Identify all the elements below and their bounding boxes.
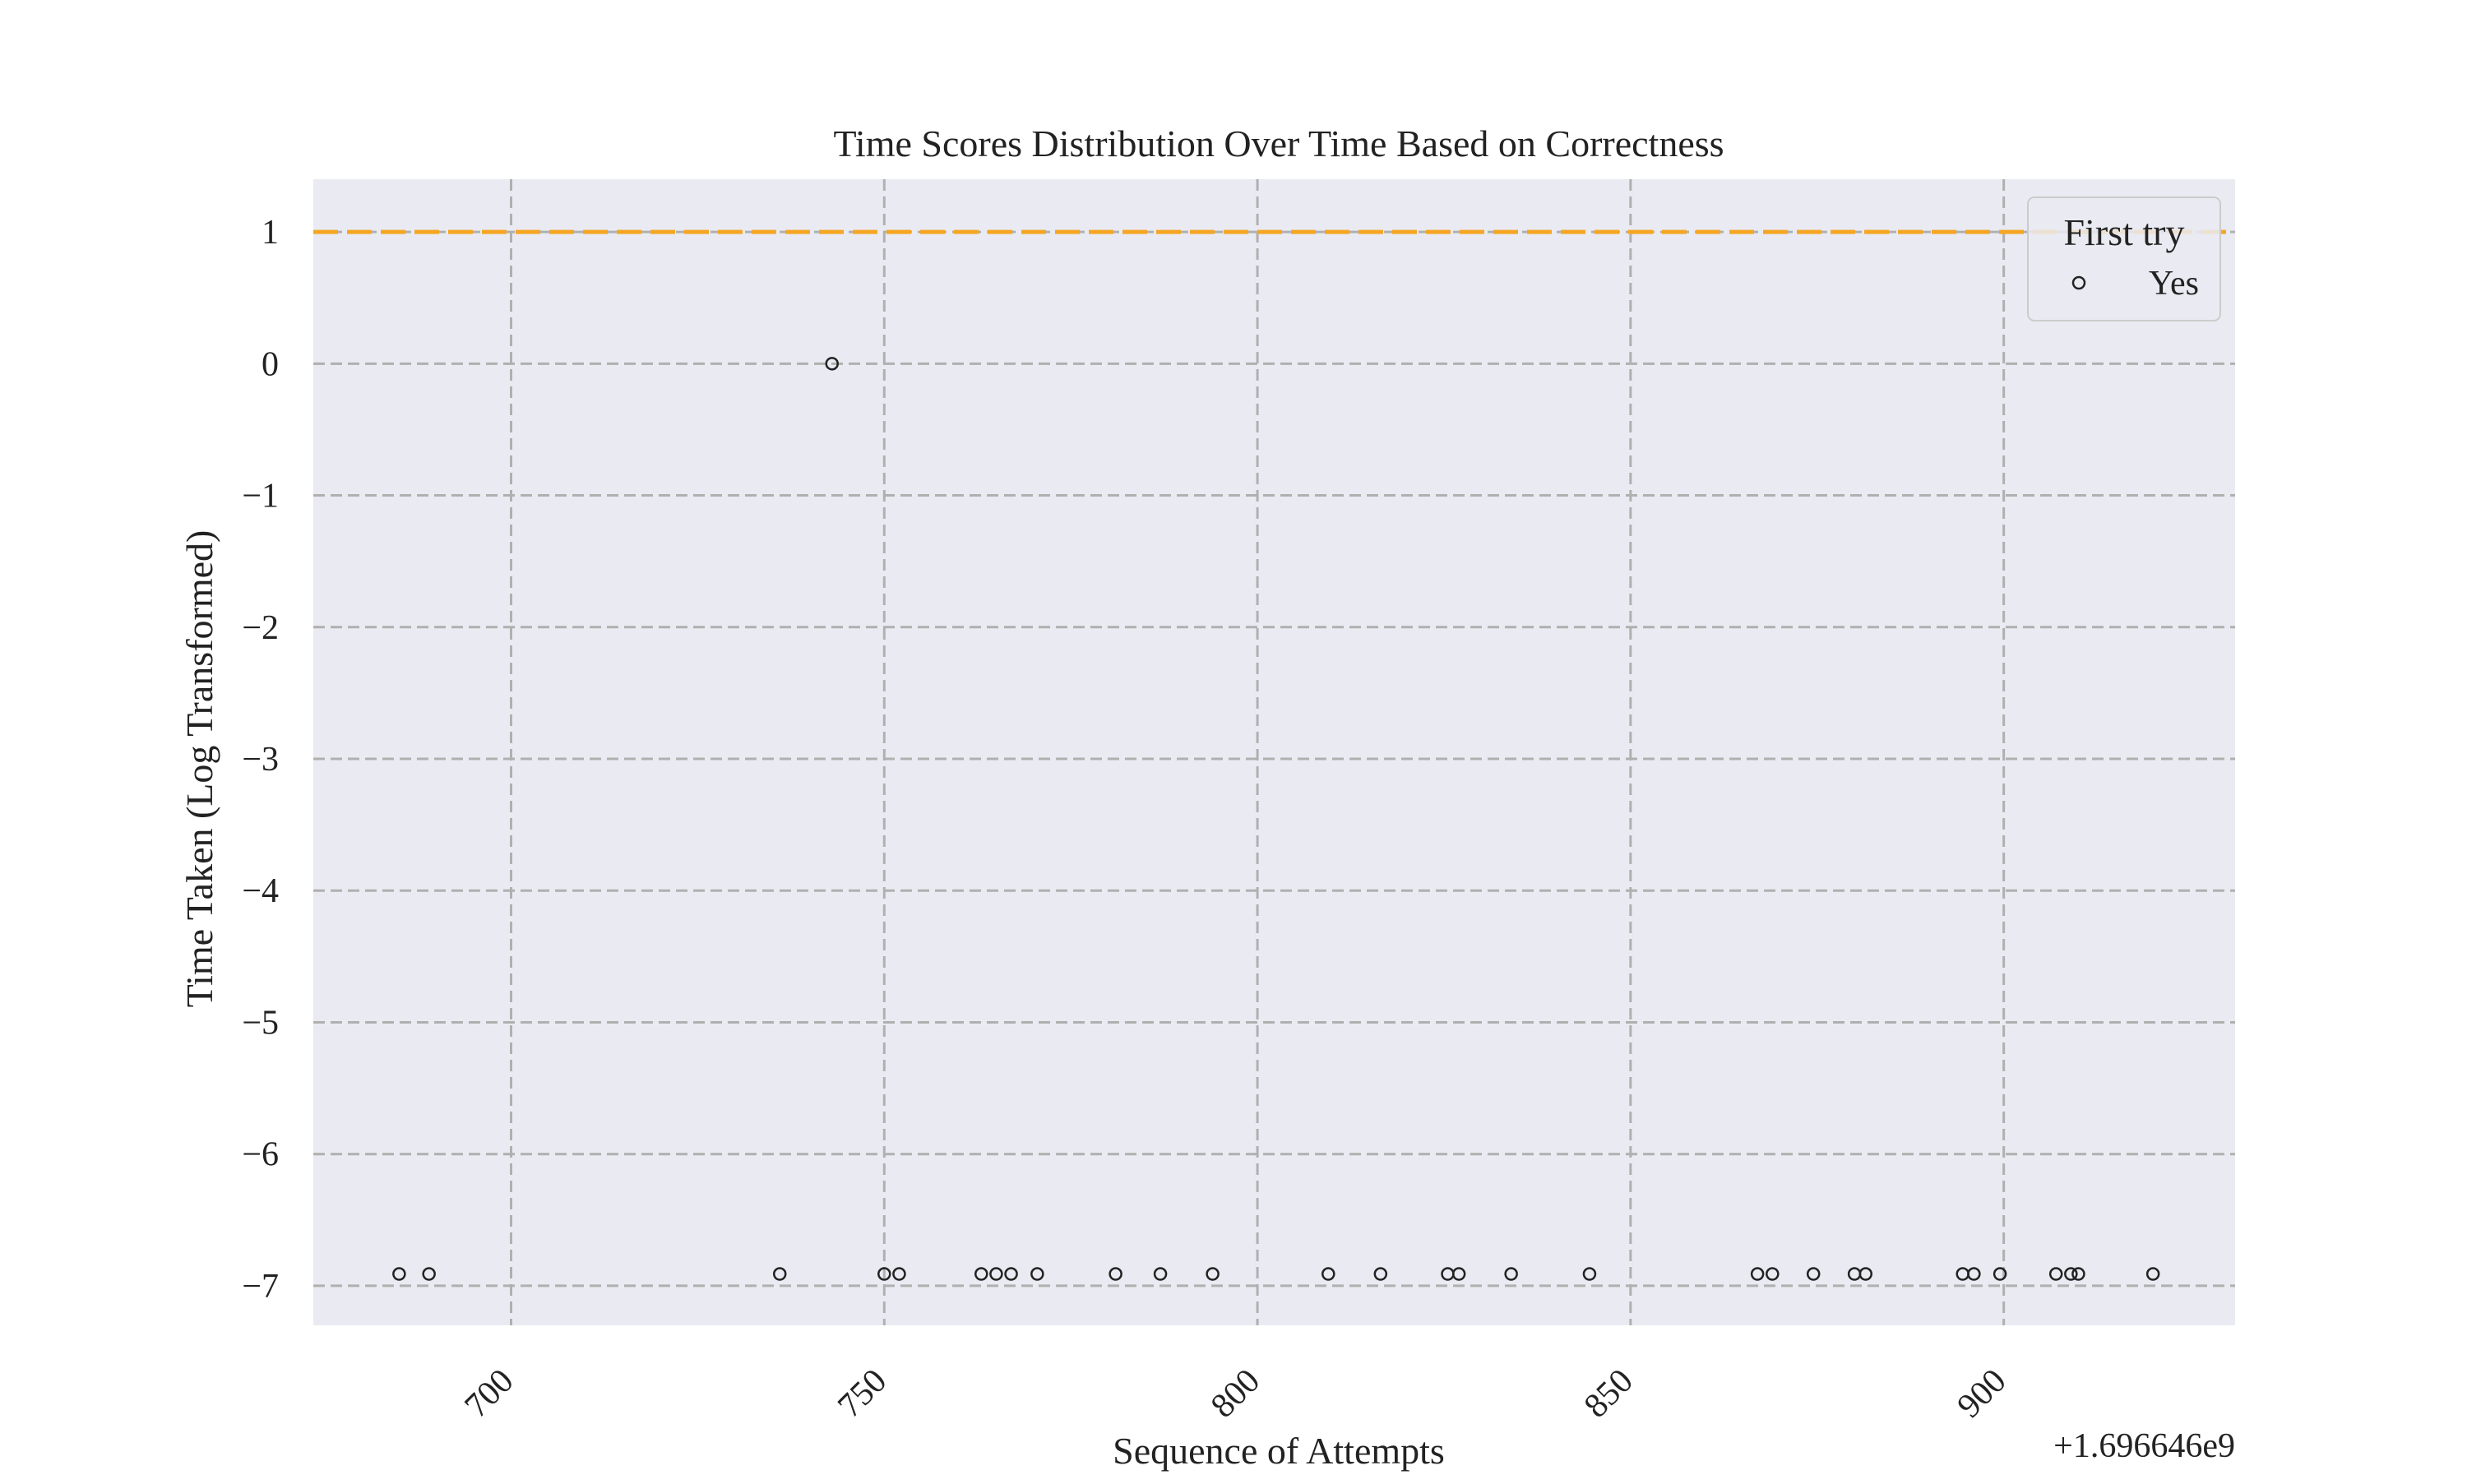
y-tick-label: 0 bbox=[262, 345, 279, 383]
legend-title: First try bbox=[2064, 211, 2185, 253]
y-tick-label: 1 bbox=[262, 214, 279, 252]
data-point bbox=[974, 1267, 988, 1281]
data-point bbox=[1993, 1267, 2007, 1281]
data-point bbox=[1766, 1267, 1780, 1281]
y-axis-label: Time Taken (Log Transformed) bbox=[178, 530, 220, 1008]
x-tick-label: 750 bbox=[831, 1362, 894, 1426]
x-tick-label: 900 bbox=[1951, 1362, 2014, 1426]
data-point bbox=[1109, 1267, 1122, 1281]
series-points bbox=[392, 357, 2160, 1281]
x-axis-offset-label: +1.696646e9 bbox=[2053, 1427, 2235, 1465]
data-point bbox=[2064, 1267, 2078, 1281]
x-axis-label: Sequence of Attempts bbox=[1113, 1430, 1445, 1472]
legend-label: Yes bbox=[2149, 265, 2199, 303]
data-point bbox=[392, 1267, 406, 1281]
data-point bbox=[1030, 1267, 1044, 1281]
legend: First try Yes bbox=[2027, 196, 2221, 321]
data-point bbox=[422, 1267, 436, 1281]
data-point bbox=[1206, 1267, 1220, 1281]
x-tick-label: 800 bbox=[1204, 1362, 1267, 1426]
data-point bbox=[772, 1267, 787, 1281]
data-point bbox=[2071, 1267, 2085, 1281]
data-point bbox=[1858, 1267, 1873, 1281]
x-tick-label: 850 bbox=[1577, 1362, 1641, 1426]
y-tick-label: −1 bbox=[242, 478, 279, 515]
data-point bbox=[2145, 1267, 2160, 1281]
data-point bbox=[2048, 1267, 2063, 1281]
data-point bbox=[892, 1267, 906, 1281]
y-tick-label: −6 bbox=[242, 1136, 279, 1174]
data-point bbox=[877, 1267, 891, 1281]
y-tick-label: −3 bbox=[242, 741, 279, 779]
data-point bbox=[989, 1267, 1003, 1281]
data-point bbox=[1806, 1267, 1821, 1281]
y-tick-label: −4 bbox=[242, 872, 279, 910]
data-point bbox=[1004, 1267, 1018, 1281]
y-tick-label: −5 bbox=[242, 1004, 279, 1042]
data-point bbox=[1373, 1267, 1388, 1281]
chart-title: Time Scores Distribution Over Time Based… bbox=[833, 123, 1724, 164]
plot-background bbox=[313, 179, 2235, 1325]
legend-box bbox=[2027, 196, 2221, 321]
data-point bbox=[1153, 1267, 1168, 1281]
data-point bbox=[1321, 1267, 1335, 1281]
data-point bbox=[1750, 1267, 1765, 1281]
data-point bbox=[825, 357, 840, 371]
data-point bbox=[1582, 1267, 1597, 1281]
x-tick-label: 700 bbox=[458, 1362, 521, 1426]
data-point bbox=[1451, 1267, 1466, 1281]
grid-lines bbox=[313, 179, 2235, 1325]
legend-marker bbox=[2071, 275, 2086, 290]
y-tick-label: −7 bbox=[242, 1268, 279, 1306]
data-point bbox=[1967, 1267, 1981, 1281]
data-point bbox=[1504, 1267, 1518, 1281]
y-tick-label: −2 bbox=[242, 609, 279, 647]
